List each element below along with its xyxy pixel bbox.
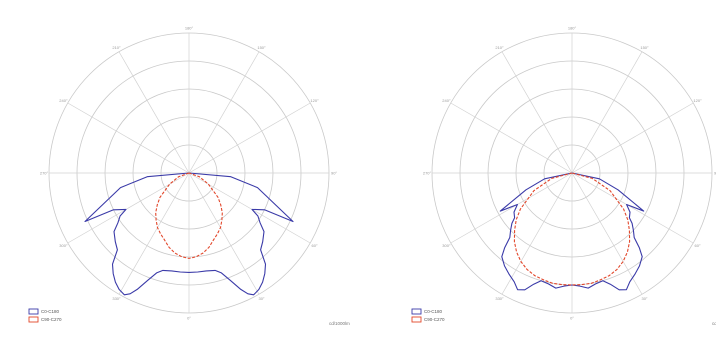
angle-tick-label: 300° <box>59 243 68 248</box>
polar-chart-2: 180° 150° 120° 90° 60° 30° 0° 330° 300° 270° 240° 2… <box>411 25 716 326</box>
legend-swatch <box>411 308 422 315</box>
grid-spoke <box>450 102 573 174</box>
angle-tick-label: 330° <box>495 296 504 301</box>
polar-chart-1: 180° 150° 120° 90° 60° 30° 0° 330° 300° 270° 240° 2… <box>28 25 350 326</box>
legend-swatch <box>411 316 422 323</box>
grid-spoke <box>67 102 190 174</box>
angle-tick-label: 120° <box>310 98 319 103</box>
angle-tick-label: 30° <box>641 296 647 301</box>
series-curve-c90-c270 <box>513 172 631 286</box>
grid-spoke <box>501 51 573 174</box>
grid-spoke <box>188 51 260 174</box>
grid-spoke <box>571 172 694 244</box>
angle-tick-label: 90° <box>714 170 716 175</box>
legend-entry: C0-C180 <box>424 309 443 314</box>
grid-spoke <box>571 51 643 174</box>
legend-swatch <box>28 316 39 323</box>
angle-tick-label: 180° <box>568 25 577 30</box>
series-curve-c90-c270 <box>155 172 223 259</box>
angle-tick-label: 0° <box>187 315 191 320</box>
angle-tick-label: 330° <box>112 296 121 301</box>
series-curve-c0-c180 <box>84 172 294 296</box>
angle-tick-label: 60° <box>312 243 318 248</box>
grid-spoke <box>188 172 311 244</box>
grid-spoke <box>118 172 190 295</box>
unit-label: cd/1000lm <box>712 321 716 326</box>
angle-tick-label: 240° <box>442 98 451 103</box>
angle-tick-label: 300° <box>442 243 451 248</box>
angle-tick-label: 210° <box>112 45 121 50</box>
grid-spoke <box>571 172 643 295</box>
angle-tick-label: 30° <box>258 296 264 301</box>
series-curve-c0-c180 <box>499 172 645 291</box>
angle-tick-label: 180° <box>185 25 194 30</box>
angle-tick-label: 150° <box>640 45 649 50</box>
grid-spoke <box>501 172 573 295</box>
legend-entry: C90-C270 <box>41 317 62 322</box>
angle-tick-label: 120° <box>693 98 702 103</box>
legend-entry: C0-C180 <box>41 309 60 314</box>
unit-label: cd/1000lm <box>329 321 350 326</box>
angle-tick-label: 270° <box>40 170 49 175</box>
grid-spoke <box>118 51 190 174</box>
grid-spoke <box>571 102 694 174</box>
angle-tick-label: 150° <box>257 45 266 50</box>
legend-entry: C90-C270 <box>424 317 445 322</box>
grid-spoke <box>188 172 260 295</box>
angle-tick-label: 210° <box>495 45 504 50</box>
angle-tick-label: 60° <box>695 243 701 248</box>
angle-tick-label: 240° <box>59 98 68 103</box>
legend-swatch <box>28 308 39 315</box>
angle-tick-label: 90° <box>331 170 337 175</box>
angle-tick-label: 0° <box>570 315 574 320</box>
angle-tick-label: 270° <box>423 170 432 175</box>
grid-spoke <box>450 172 573 244</box>
grid-spoke <box>188 102 311 174</box>
